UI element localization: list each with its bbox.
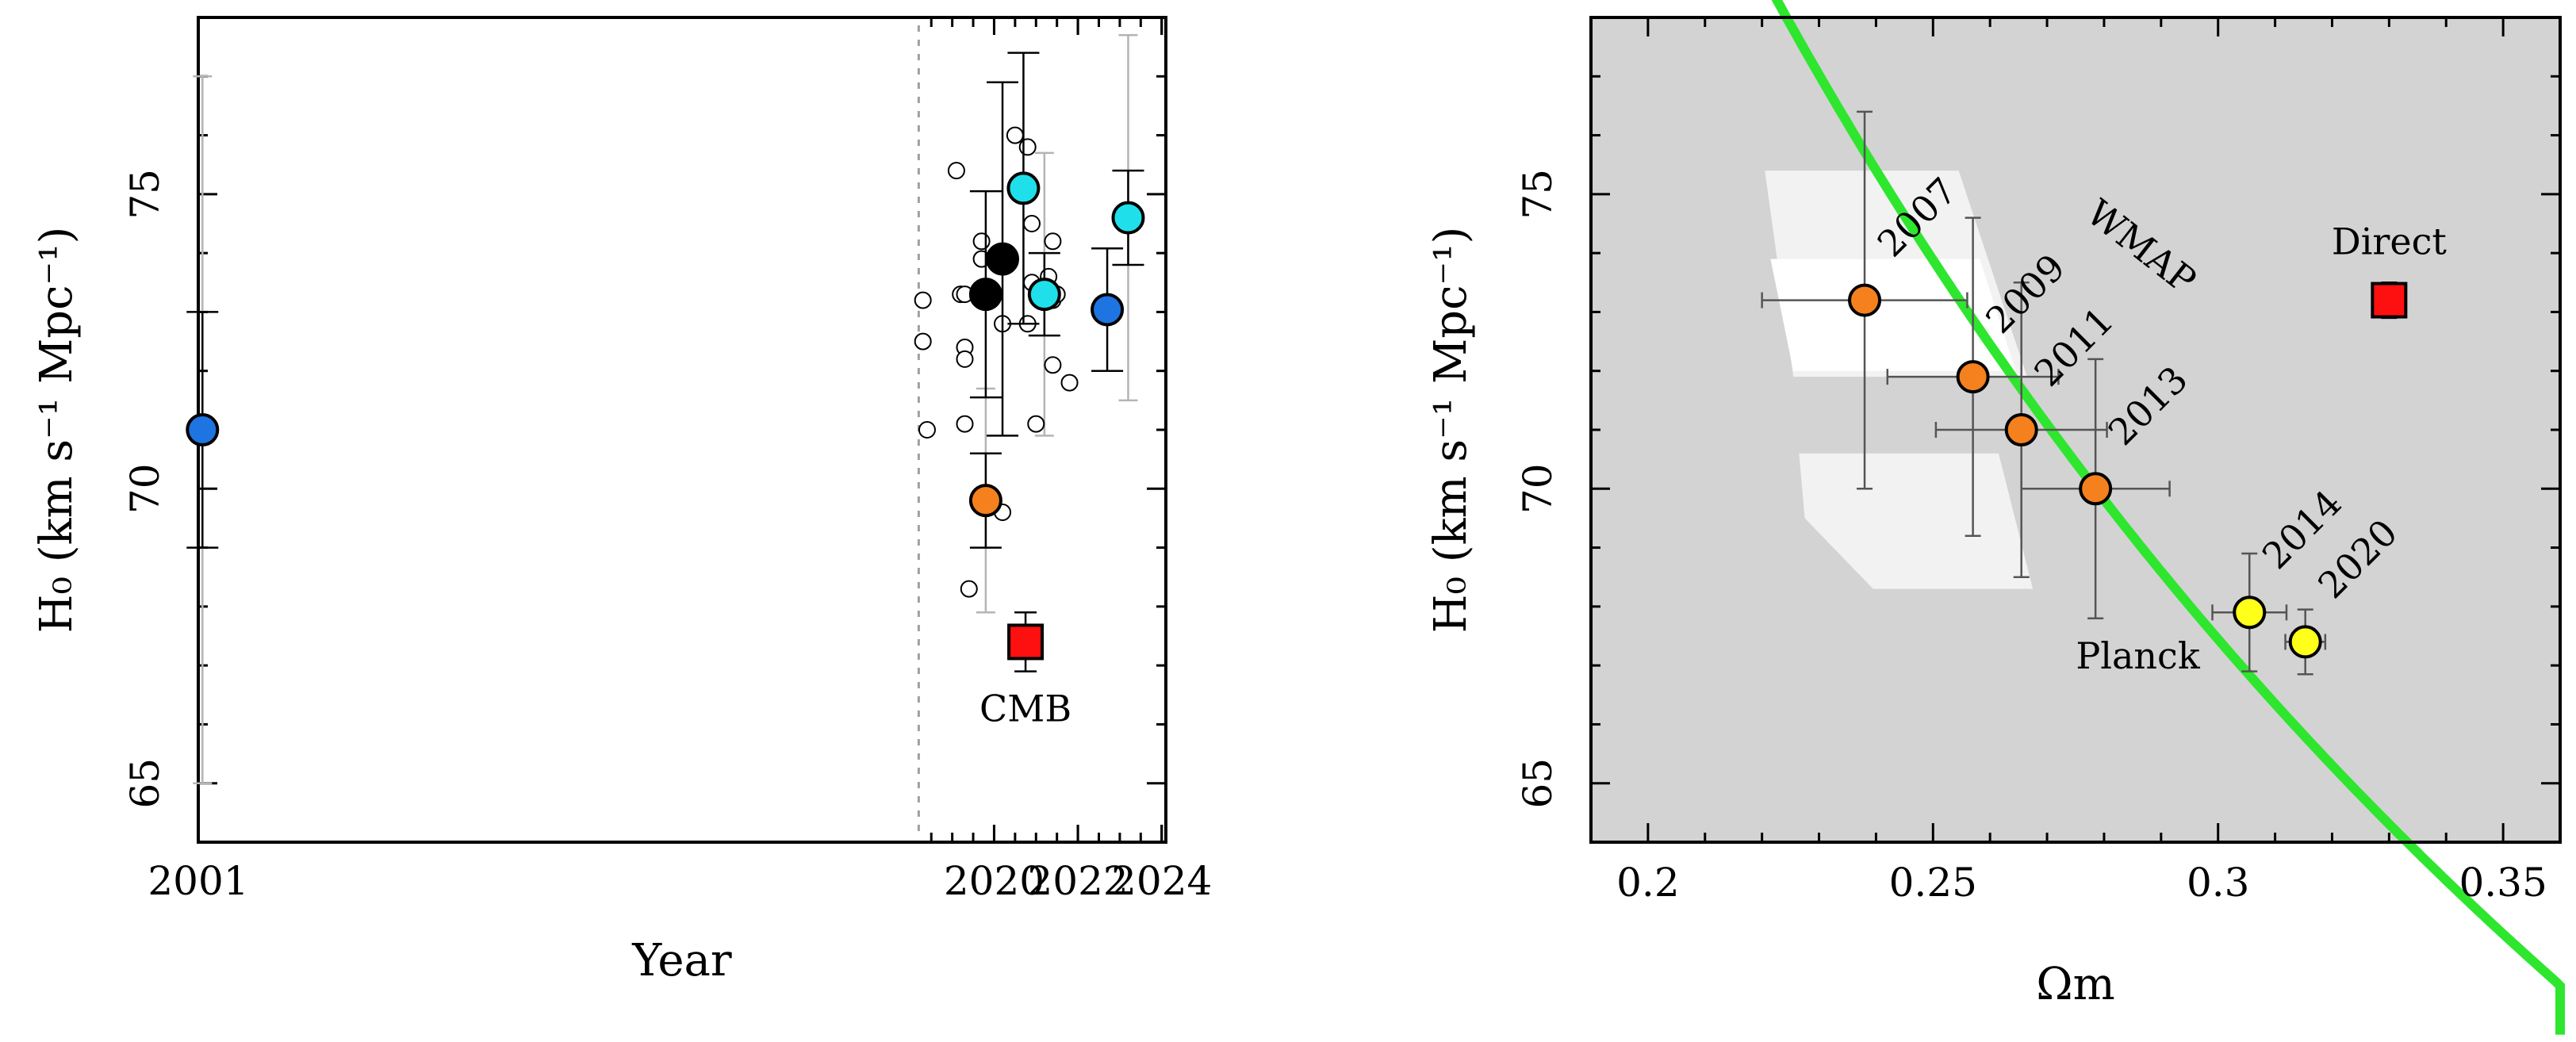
wmap-region [1799,453,2034,589]
open-point [956,415,974,433]
measurement-point [968,278,1002,312]
wmap-planck-point [2233,596,2267,630]
wmap-planck-point [2288,625,2322,659]
wmap-planck-point [1848,283,1882,317]
open-point [914,291,932,309]
open-point [972,232,991,251]
open-point [1022,215,1041,232]
wmap-planck-point [1956,360,1990,394]
open-point [956,350,974,368]
y-tick-label: 70 [1515,463,1561,514]
y-tick-label: 65 [1515,758,1561,809]
measurement-point [1091,293,1125,327]
y-tick-label: 75 [1515,169,1561,220]
green-degeneracy-curve [1771,0,2565,1035]
measurement-point [186,413,220,446]
measurement-point [986,242,1020,276]
open-point [1018,138,1037,156]
open-point [1027,415,1045,433]
degeneracy-curve [1771,0,2565,1035]
left-x-axis-title: Year [631,935,732,986]
x-tick-label: 2022 [1027,858,1128,904]
open-point [914,332,932,351]
planck-label: Planck [2076,634,2200,677]
left-y-axis-title: H₀ (km s⁻¹ Mpc⁻¹) [31,227,82,634]
left-plot-frame [197,16,1167,844]
y-tick-label: 75 [122,169,168,220]
direct-point [2371,282,2408,319]
y-tick-label: 70 [122,463,168,514]
open-point [947,162,965,180]
x-tick-label: 0.35 [2459,860,2547,906]
left-y-tick-labels: 65 70 75 [122,169,168,808]
measurement-point [968,484,1002,518]
measurement-point [1006,171,1041,205]
measurement-point [1111,201,1145,235]
right-x-tick-labels: 0.2 0.25 0.3 0.35 [1616,860,2547,906]
wmap-planck-point [2079,472,2113,506]
open-point [1060,374,1079,392]
cmb-label: CMB [979,687,1071,730]
direct-label: Direct [2332,220,2448,263]
right-y-tick-labels: 65 70 75 [1515,169,1561,808]
cmb-point [1007,623,1045,661]
right-y-axis-title: H₀ (km s⁻¹ Mpc⁻¹) [1425,227,1477,634]
x-tick-label: 0.3 [2187,860,2250,906]
x-tick-label: 0.2 [1616,860,1680,906]
open-point [960,580,978,598]
open-point [1044,232,1062,251]
open-point [1044,356,1062,374]
wmap-region-core [1770,259,2016,371]
wmap-planck-point [2004,413,2038,446]
right-x-axis-title: Ωm [2036,959,2115,1010]
right-axis-ticks [1589,16,2562,844]
x-tick-label: 0.25 [1889,860,1977,906]
open-point [1006,126,1024,144]
open-point [918,421,936,439]
x-tick-label: 2020 [944,858,1045,904]
y-tick-label: 65 [122,758,168,809]
x-tick-label: 2024 [1111,858,1212,904]
measurement-point [1027,278,1061,312]
x-tick-label: 2001 [148,858,248,904]
right-panel: 200720092011201320142020WMAPPlanckDirect… [1425,0,2565,1035]
left-data-marks: CMB [186,25,1145,834]
